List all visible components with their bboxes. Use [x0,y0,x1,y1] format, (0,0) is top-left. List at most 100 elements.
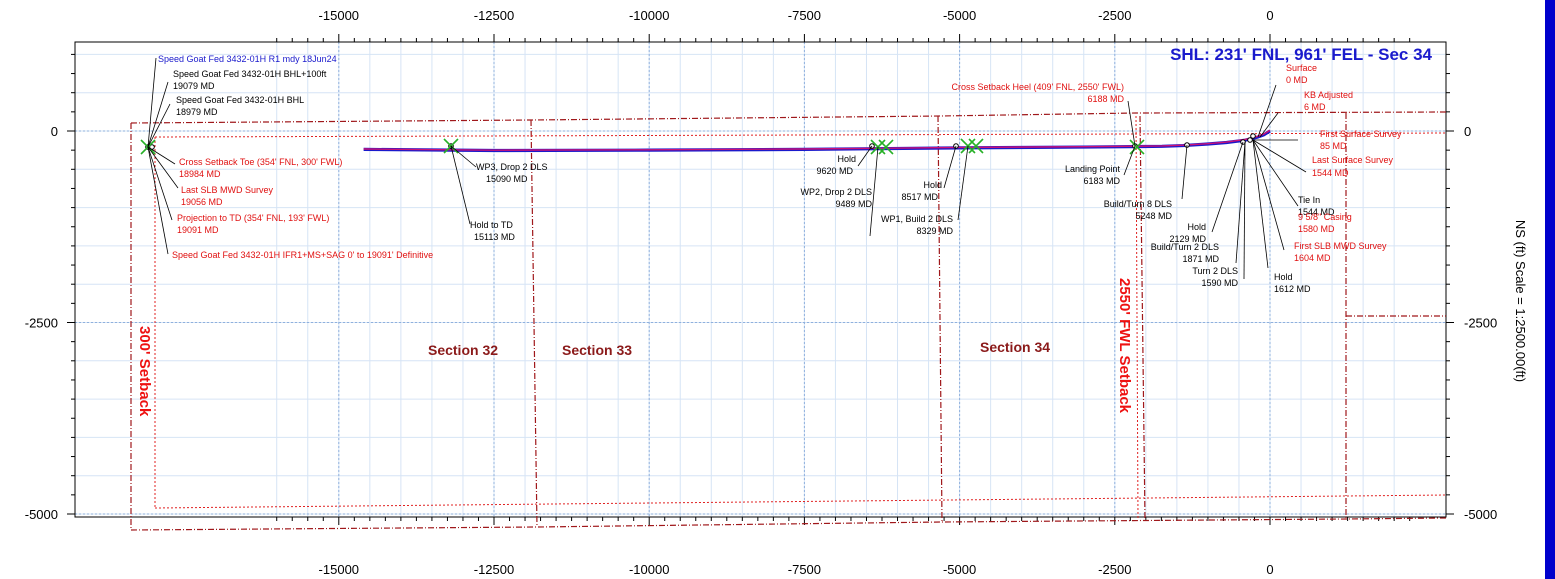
annotation-label: 9620 MD [816,166,853,176]
annotation-label: 15113 MD [474,232,515,242]
annotation-label: 6183 MD [1083,176,1120,186]
leader-line [1123,145,1136,176]
x-tick-label-bottom: -15000 [319,562,359,577]
annotation-label: 1544 MD [1298,207,1335,217]
leader-line [857,145,873,167]
y-tick-label-left: -2500 [25,316,58,331]
y-tick-label-left: -5000 [25,507,58,522]
window-edge-strip [1545,0,1555,579]
leader-line [147,81,169,148]
chart-title: SHL: 231' FNL, 961' FEL - Sec 34 [1170,45,1432,64]
annotation-label: 2129 MD [1169,234,1206,244]
section-line-34-west [937,115,943,523]
annotation-label: Last SLB MWD Survey [181,185,274,195]
annotation-label: Hold [837,154,856,164]
annotation-label: Hold [923,180,942,190]
survey-point [1247,137,1253,143]
leader-line [1257,84,1277,138]
setback-label: 300' Setback [136,326,153,417]
leader-line [957,145,969,221]
leader-line [147,146,173,221]
annotation-label: First SLB MWD Survey [1294,241,1387,251]
annotation-label: Speed Goat Fed 3432-01H BHL [176,95,304,105]
annotation-label: 19091 MD [177,225,219,235]
north-setback-line [154,132,1447,138]
annotation-label: WP2, Drop 2 DLS [800,187,872,197]
annotation-label: 18984 MD [179,169,221,179]
leader-line [1252,139,1299,207]
leader-line [147,146,176,165]
setback-2550-line [1139,115,1146,521]
annotation-label: Tie In [1298,195,1320,205]
annotation-label: 18979 MD [176,107,218,117]
annotation-label: 9 5/8" Casing [1298,212,1352,222]
x-tick-label-bottom: -2500 [1098,562,1131,577]
annotation-label: Projection to TD (354' FNL, 193' FWL) [177,213,329,223]
y-tick-label-right: -2500 [1464,316,1497,331]
leader-line [1259,112,1279,138]
annotation-label: WP1, Build 2 DLS [881,214,953,224]
leader-line [147,57,157,148]
annotation-label: 8517 MD [901,192,938,202]
annotation-label: Turn 2 DLS [1192,266,1238,276]
annotation-label: Build/Turn 2 DLS [1151,242,1219,252]
annotation-label: 6188 MD [1087,94,1124,104]
annotation-label: 1871 MD [1182,254,1219,264]
annotation-label: 1604 MD [1294,253,1331,263]
survey-point [1250,133,1256,139]
annotation-label: Build/Turn 8 DLS [1104,199,1172,209]
x-tick-label-top: -5000 [943,8,976,23]
leader-line [147,146,169,255]
annotation-label: 8329 MD [916,226,953,236]
annotation-label: 15090 MD [486,174,528,184]
plan-target-marker [1129,139,1145,155]
annotation-label: WP3, Drop 2 DLS [476,162,548,172]
annotation-label: Cross Setback Toe (354' FNL, 300' FWL) [179,157,342,167]
annotation-label: Surface [1286,63,1317,73]
plan-target-marker [878,139,894,155]
leader-line [1252,139,1307,173]
y-tick-label-right: -5000 [1464,507,1497,522]
annotation-label: 6 MD [1304,102,1326,112]
south-setback-line [154,494,1447,509]
north-section-line [130,111,1447,124]
leader-line [450,145,471,225]
section-label: Section 33 [562,342,632,358]
leader-line [1243,141,1246,280]
annotation-label: First Surface Survey [1320,129,1402,139]
x-tick-label-bottom: 0 [1266,562,1273,577]
leader-line [147,146,179,189]
y-tick-label-right: 0 [1464,124,1471,139]
leader-line [450,145,477,168]
x-tick-label-top: -15000 [319,8,359,23]
leader-line [869,146,879,237]
annotation-label: Cross Setback Heel (409' FNL, 2550' FWL) [951,82,1124,92]
x-tick-label-bottom: -7500 [788,562,821,577]
leader-line [943,145,957,189]
axis-ticks: -15000 -15000 -12500 -12500 -10000 -10000 -750… [25,8,1498,577]
leader-line [1252,139,1269,269]
x-tick-label-top: -7500 [788,8,821,23]
x-tick-label-bottom: -10000 [629,562,669,577]
plot-frame [74,41,1447,518]
annotation-label: 19056 MD [181,197,223,207]
annotation-label: 1590 MD [1201,278,1238,288]
y-tick-label-left: 0 [51,124,58,139]
plan-target-marker [968,138,984,154]
setback-label: 2550' FWL Setback [1116,278,1133,414]
x-tick-label-top: -2500 [1098,8,1131,23]
annotation-label: 0 MD [1286,75,1308,85]
leader-line [147,103,171,148]
setback-2550-dotted [1135,115,1139,521]
annotation-label: Hold to TD [470,220,513,230]
leader-line [1211,141,1244,233]
annotation-label: Hold [1187,222,1206,232]
section-label: Section 32 [428,342,498,358]
leader-line [1181,144,1188,200]
y-axis-label: NS (ft) Scale = 1:2500.00(ft) [1513,220,1528,382]
annotation-label: Landing Point [1065,164,1121,174]
annotation-label: 9489 MD [835,199,872,209]
annotation-label: KB Adjusted [1304,90,1353,100]
lease-boundaries [130,111,1447,531]
